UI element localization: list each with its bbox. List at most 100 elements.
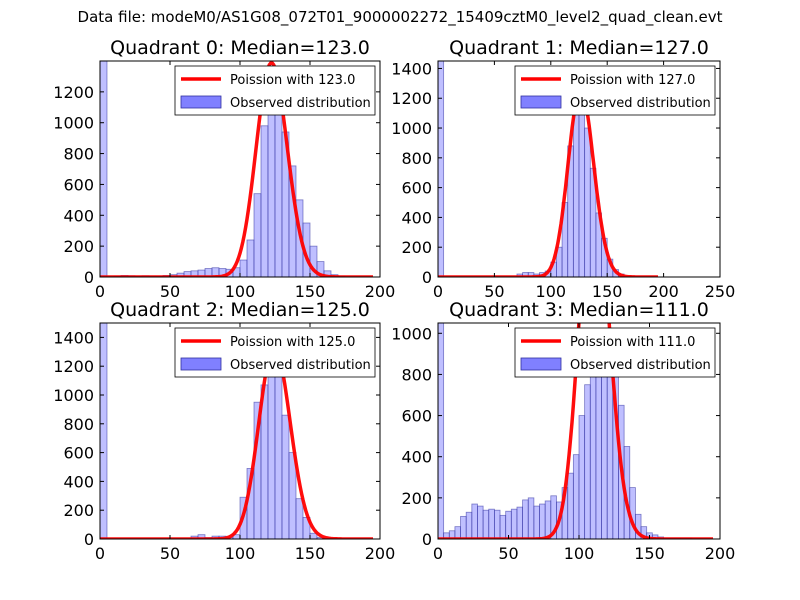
legend-label-observed: Observed distribution: [230, 358, 371, 373]
y-tick-label: 0: [84, 268, 94, 287]
legend: Poission with 125.0 Observed distribution: [174, 327, 376, 378]
poisson-curve: [100, 61, 374, 277]
y-tick-label: 600: [63, 444, 94, 463]
y-tick-label: 800: [401, 149, 432, 168]
y-tick-label: 200: [63, 237, 94, 256]
legend: Poission with 123.0 Observed distribution: [174, 65, 376, 116]
x-tick-label: 50: [160, 544, 180, 563]
x-tick-label: 200: [705, 544, 736, 563]
poisson-curve: [100, 344, 374, 539]
y-tick-label: 200: [63, 501, 94, 520]
legend-label-poisson: Poission with 111.0: [570, 335, 695, 350]
histogram-bar: [533, 505, 540, 539]
histogram-bar: [438, 61, 445, 277]
legend-bar-swatch: [180, 357, 222, 371]
x-tick-label: 250: [705, 282, 736, 301]
quadrant-2-panel: 0 50 100 150 200 0 200 400 600 800 1000 1200 1400 Qua…: [53, 299, 395, 563]
x-tick-label: 150: [295, 282, 326, 301]
legend-label-poisson: Poission with 125.0: [230, 335, 355, 350]
x-tick-label: 100: [536, 282, 567, 301]
x-tick-label: 50: [160, 282, 180, 301]
legend: Poission with 111.0 Observed distribution: [514, 327, 716, 378]
y-tick-label: 1200: [53, 357, 94, 376]
x-tick-label: 0: [95, 282, 105, 301]
histogram-bar: [482, 509, 490, 539]
y-tick-label: 1200: [53, 83, 94, 102]
legend-label-poisson: Poission with 123.0: [230, 73, 355, 88]
x-tick-label: 150: [592, 282, 623, 301]
histogram-bar: [288, 452, 297, 539]
histogram-bar: [527, 497, 535, 539]
histogram-bar: [246, 239, 255, 277]
histogram-bar: [239, 259, 248, 277]
histogram-bar: [260, 125, 269, 277]
x-tick-label: 200: [365, 282, 396, 301]
histogram-bar: [465, 511, 473, 539]
legend-label-observed: Observed distribution: [230, 96, 371, 111]
histogram-bar: [323, 270, 332, 277]
quadrant-3-panel: 0 50 100 150 200 0 200 400 600 800 1000 Quadrant 3:…: [391, 299, 736, 563]
histogram-bar: [477, 505, 484, 539]
histogram-bar: [584, 384, 591, 539]
histogram-bar: [281, 414, 290, 539]
histogram-bar: [516, 506, 524, 539]
y-tick-label: 0: [422, 530, 432, 549]
histogram-bar: [295, 498, 304, 539]
histogram-bar: [274, 362, 283, 539]
y-tick-label: 800: [63, 415, 94, 434]
poisson-curve: [438, 87, 659, 277]
histogram-bar: [505, 510, 512, 539]
histogram-bar: [539, 503, 546, 539]
legend-bar-swatch: [520, 357, 562, 371]
y-tick-label: 600: [63, 175, 94, 194]
histogram-bar: [253, 193, 262, 277]
y-tick-label: 400: [401, 208, 432, 227]
x-tick-label: 200: [365, 544, 396, 563]
legend-label-observed: Observed distribution: [570, 358, 711, 373]
panel-title: Quadrant 3: Median=111.0: [449, 299, 709, 321]
panel-title: Quadrant 0: Median=123.0: [110, 37, 370, 59]
y-tick-label: 1000: [53, 114, 94, 133]
y-tick-label: 0: [84, 530, 94, 549]
figure-suptitle: Data file: modeM0/AS1G08_072T01_90000022…: [77, 8, 723, 26]
x-tick-label: 0: [433, 544, 443, 563]
histogram-bar: [267, 86, 276, 277]
histogram-bar: [460, 515, 467, 539]
histogram-bar: [522, 499, 529, 539]
bars-group: [438, 323, 693, 539]
x-tick-label: 150: [295, 544, 326, 563]
histogram-bar: [454, 526, 461, 539]
y-tick-label: 200: [401, 489, 432, 508]
y-tick-label: 1000: [391, 119, 432, 138]
y-tick-label: 400: [63, 206, 94, 225]
y-tick-label: 1000: [53, 386, 94, 405]
y-tick-label: 1400: [391, 59, 432, 78]
histogram-bar: [100, 323, 108, 539]
histogram-bar: [589, 353, 597, 539]
histogram-bar: [471, 503, 478, 539]
x-tick-label: 150: [634, 544, 665, 563]
quadrant-0-panel: 0 50 100 150 200 0 200 400 600 800 1000 1200 Quadran…: [53, 37, 395, 301]
histogram-bar: [510, 508, 518, 539]
histogram-bar: [316, 261, 325, 277]
y-tick-label: 600: [401, 407, 432, 426]
histogram-bar: [493, 509, 501, 539]
x-tick-label: 200: [648, 282, 679, 301]
histogram-bar: [499, 514, 507, 539]
y-tick-label: 200: [401, 238, 432, 257]
quadrant-1-panel: 0 50 100 150 200 250 0 200 400 600 800 1000 1200 1400…: [391, 37, 735, 301]
y-tick-label: 800: [401, 365, 432, 384]
y-tick-label: 1200: [391, 89, 432, 108]
y-tick-label: 800: [63, 145, 94, 164]
histogram-bar: [567, 472, 574, 539]
y-tick-label: 1000: [391, 324, 432, 343]
histogram-bar: [100, 61, 108, 277]
histogram-bar: [544, 500, 552, 539]
x-tick-label: 0: [433, 282, 443, 301]
y-tick-label: 400: [63, 472, 94, 491]
legend-label-poisson: Poission with 127.0: [570, 73, 695, 88]
histogram-bar: [488, 508, 495, 539]
x-tick-label: 50: [498, 544, 518, 563]
panel-title: Quadrant 1: Median=127.0: [449, 37, 709, 59]
